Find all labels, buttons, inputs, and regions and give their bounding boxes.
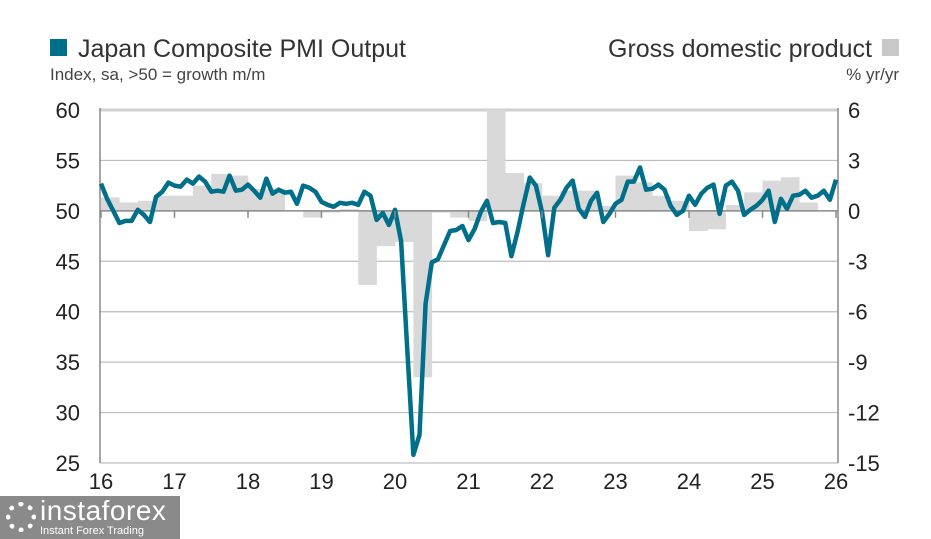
- gear-logo-icon: [6, 502, 36, 532]
- x-tick-label: 16: [89, 469, 113, 494]
- right-tick-label: 0: [848, 199, 860, 224]
- gdp-bar: [431, 210, 451, 213]
- left-tick-label: 55: [56, 148, 80, 173]
- gdp-bar: [597, 205, 616, 211]
- left-axis-ticks: 60 55 50 45 40 35 30 25: [56, 98, 80, 476]
- right-tick-label: 3: [848, 148, 860, 173]
- right-tick-label: -6: [848, 300, 868, 325]
- right-tick-label: -3: [848, 249, 868, 274]
- gdp-bars: [101, 110, 818, 378]
- gdp-bar: [707, 210, 727, 230]
- right-tick-label: -15: [848, 451, 880, 476]
- right-tick-label: -12: [848, 401, 880, 426]
- x-tick-label: 17: [162, 469, 186, 494]
- gdp-bar: [137, 200, 157, 211]
- gdp-bar: [321, 210, 341, 213]
- gdp-bar: [358, 210, 377, 285]
- right-subtitle: % yr/yr: [846, 65, 899, 84]
- gridlines: [100, 108, 838, 464]
- instaforex-watermark: instaforex Instant Forex Trading: [0, 496, 180, 539]
- right-title: Gross domestic product: [608, 35, 872, 63]
- left-tick-label: 25: [56, 451, 80, 476]
- gdp-bar: [689, 210, 708, 232]
- right-tick-label: -9: [848, 350, 868, 375]
- right-axis-ticks: 6 3 0 -3 -6 -9 -12 -15: [848, 98, 880, 476]
- x-tick-label: 25: [750, 469, 774, 494]
- left-tick-label: 60: [56, 98, 80, 123]
- left-subtitle: Index, sa, >50 = growth m/m: [50, 65, 265, 84]
- left-tick-label: 50: [56, 199, 80, 224]
- gdp-bar: [450, 210, 469, 218]
- left-tick-label: 45: [56, 249, 80, 274]
- x-tick-label: 20: [383, 469, 407, 494]
- watermark-tagline: Instant Forex Trading: [40, 525, 144, 537]
- left-tick-label: 35: [56, 350, 80, 375]
- x-axis-ticks: 16 17 18 19 20 21 22 23 24 25 26: [89, 210, 848, 494]
- left-tick-label: 40: [56, 300, 80, 325]
- right-tick-label: 6: [848, 98, 860, 123]
- pmi-line: [98, 165, 839, 458]
- x-tick-label: 23: [603, 469, 627, 494]
- x-tick-label: 18: [236, 469, 260, 494]
- gdp-bar: [174, 195, 194, 211]
- x-tick-label: 19: [309, 469, 333, 494]
- x-tick-label: 22: [530, 469, 554, 494]
- left-title: Japan Composite PMI Output: [78, 35, 406, 63]
- gdp-bar: [486, 110, 506, 211]
- left-tick-label: 30: [56, 401, 80, 426]
- gdp-bar: [505, 173, 524, 211]
- pmi-legend-swatch: [50, 39, 67, 56]
- x-tick-label: 26: [824, 469, 848, 494]
- gdp-legend-swatch: [882, 39, 899, 56]
- gdp-bar: [725, 204, 745, 211]
- gdp-bar: [799, 202, 818, 211]
- gdp-bar: [339, 209, 359, 211]
- gdp-bar: [192, 185, 212, 211]
- axes: [99, 108, 839, 463]
- x-tick-label: 24: [677, 469, 701, 494]
- gdp-bar: [119, 202, 139, 211]
- x-tick-label: 21: [456, 469, 480, 494]
- gdp-bar: [156, 195, 175, 211]
- gdp-bar: [413, 210, 433, 378]
- watermark-brand: instaforex: [40, 495, 167, 526]
- gdp-bar: [303, 210, 322, 218]
- gdp-bar: [670, 200, 690, 211]
